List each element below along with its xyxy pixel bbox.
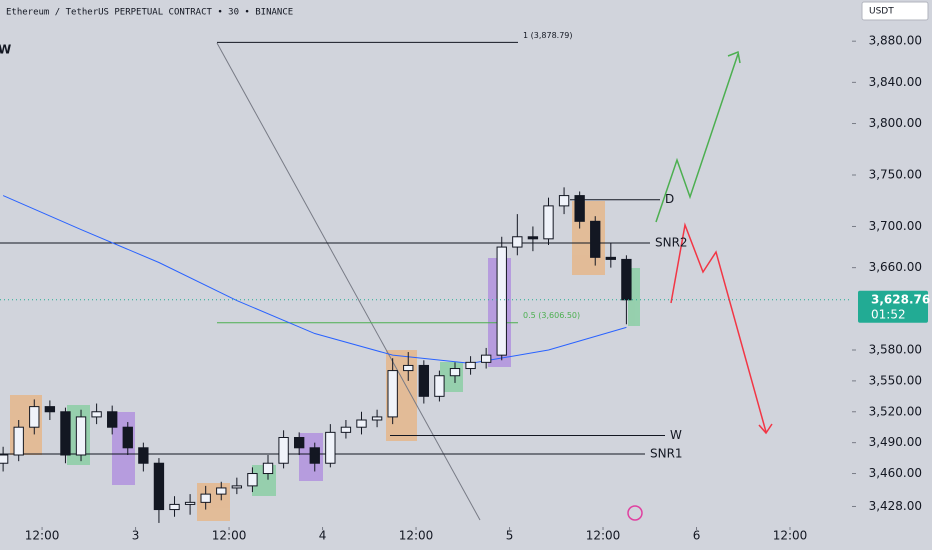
zones: [10, 201, 640, 521]
candle-body: [543, 205, 554, 240]
candle-body: [449, 368, 461, 377]
candle-body: [44, 406, 56, 413]
trend-line: [216, 42, 481, 521]
fib-label: 1 (3,878.79): [523, 31, 573, 40]
candle-body: [325, 431, 336, 464]
candle-body: [371, 416, 383, 421]
candle-body: [294, 437, 305, 449]
candle-body: [231, 485, 243, 489]
candle-body: [75, 416, 87, 456]
candle-body: [590, 220, 601, 258]
candle-body: [309, 447, 320, 464]
y-tick-label: 3,520.00: [869, 404, 922, 418]
down-projection: [670, 222, 767, 433]
candle-body: [200, 493, 211, 503]
x-tick-label: 4: [319, 529, 327, 543]
y-tick-label: 3,428.00: [869, 499, 922, 513]
x-tick-label: 12:00: [773, 529, 808, 543]
candle-body: [418, 364, 430, 397]
x-tick-label: 12:00: [212, 529, 247, 543]
level-label: SNR1: [650, 446, 683, 460]
candle-body: [169, 503, 180, 511]
candle-body: [340, 426, 352, 433]
price-tag-label: 3,628.76: [871, 292, 930, 306]
candle-body: [138, 447, 149, 464]
x-tick-label: 12:00: [399, 529, 434, 543]
level-label: SNR2: [655, 235, 688, 249]
y-tick-label: 3,880.00: [869, 34, 922, 48]
candle-body: [403, 364, 414, 372]
fib-label: 0.5 (3,606.50): [523, 311, 580, 320]
y-tick-label: 3,490.00: [869, 435, 922, 449]
candle-body: [184, 501, 196, 505]
x-tick-label: 12:00: [586, 529, 621, 543]
candle-body: [356, 419, 367, 428]
candle-body: [496, 246, 507, 356]
candle-body: [13, 426, 24, 456]
countdown: 01:52: [871, 307, 906, 321]
candle-body: [480, 354, 492, 363]
candle-body: [122, 426, 133, 449]
x-tick-label: 12:00: [25, 529, 60, 543]
x-tick-label: 3: [132, 529, 140, 543]
candle-body: [605, 256, 616, 260]
y-tick-label: 3,750.00: [869, 168, 922, 182]
candle-body: [153, 462, 165, 511]
candle-body: [558, 195, 570, 207]
corner-label: W: [0, 43, 11, 57]
candle-body: [574, 195, 585, 222]
y-tick-label: 3,460.00: [869, 466, 922, 480]
candle-body: [278, 437, 289, 464]
candle-body: [0, 454, 9, 464]
arrow-head: [758, 423, 773, 435]
candle-body: [60, 411, 71, 456]
x-tick-label: 6: [693, 529, 701, 543]
moving-average: [2, 195, 627, 364]
candle-body: [387, 370, 398, 418]
level-label: D: [665, 192, 674, 206]
candle-body: [465, 361, 476, 370]
level-label: W: [670, 428, 682, 442]
currency-label: USDT: [869, 7, 894, 17]
y-tick-label: 3,840.00: [869, 75, 922, 89]
candle-body: [247, 473, 258, 487]
candle-body: [527, 236, 539, 240]
y-tick-label: 3,580.00: [869, 343, 922, 357]
arrow-head: [727, 50, 741, 64]
y-tick-label: 3,550.00: [869, 373, 922, 387]
candle-body: [434, 375, 445, 397]
candle-body: [91, 411, 102, 418]
y-tick-label: 3,700.00: [869, 219, 922, 233]
candle-body: [216, 487, 227, 495]
currency-button[interactable]: [861, 1, 929, 21]
y-tick-label: 3,800.00: [869, 116, 922, 130]
x-tick-label: 5: [506, 529, 514, 543]
candle-body: [29, 406, 40, 428]
chart-title: Ethereum / TetherUS PERPETUAL CONTRACT •…: [6, 8, 293, 18]
alert-icon[interactable]: [627, 505, 643, 521]
up-projection: [655, 53, 739, 223]
candle-body: [262, 462, 274, 475]
candle-body: [512, 236, 523, 248]
candle-body: [107, 411, 118, 428]
price-tag: [858, 290, 928, 323]
candle-body: [621, 258, 632, 301]
y-tick-label: 3,660.00: [869, 260, 922, 274]
